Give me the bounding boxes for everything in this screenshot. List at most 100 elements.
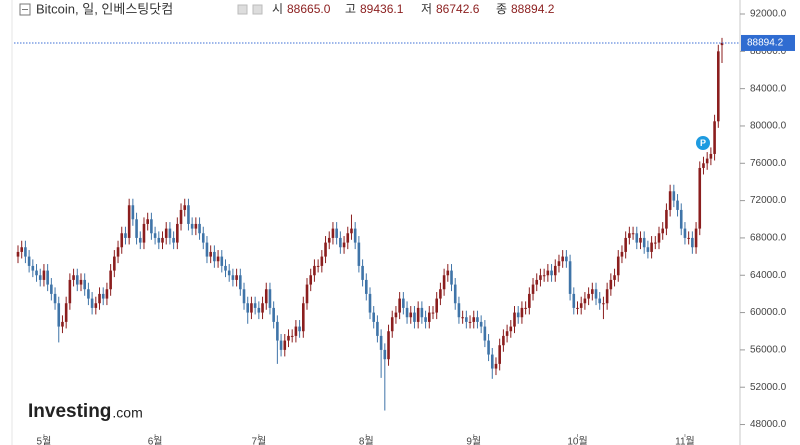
candle-body — [339, 237, 342, 248]
candle-body — [239, 275, 242, 290]
candle-body — [646, 247, 650, 252]
candle-body — [268, 289, 272, 308]
candle-body — [327, 237, 331, 243]
y-tick-label: 48000.0 — [750, 419, 787, 430]
candle-body — [505, 331, 509, 336]
candle-body — [628, 233, 631, 238]
candle-body — [213, 251, 216, 262]
candle-body — [502, 335, 505, 346]
candle-body — [31, 265, 35, 271]
brand-logo-suffix: .com — [112, 405, 142, 421]
event-marker-label: P — [700, 138, 706, 148]
candle-body — [705, 158, 709, 164]
candle-body — [138, 237, 142, 243]
candle-body — [635, 233, 639, 243]
candle-body — [720, 42, 724, 46]
y-tick-label: 64000.0 — [750, 270, 787, 281]
candle-body — [79, 279, 83, 285]
header-value: 86742.6 — [436, 2, 480, 16]
y-tick-label: 68000.0 — [750, 233, 787, 244]
candle-body — [424, 317, 427, 322]
candle-body — [87, 289, 90, 299]
x-tick-label: 8월 — [359, 436, 374, 445]
candle-body — [190, 223, 194, 229]
candle-body — [298, 326, 301, 332]
candle-body — [305, 284, 309, 304]
candle-body — [127, 205, 131, 238]
candle-body — [361, 265, 364, 280]
candle-body — [398, 298, 401, 313]
close-icon[interactable] — [252, 4, 263, 15]
candle-body — [439, 289, 442, 299]
collapse-icon[interactable] — [19, 3, 31, 16]
y-tick-label: 84000.0 — [750, 83, 787, 94]
candle-body — [27, 256, 31, 266]
candle-body — [279, 340, 283, 350]
candle-body — [209, 251, 212, 257]
candle-body — [342, 242, 346, 248]
chart-title: Bitcoin, 일, 인베스팅닷컴 — [36, 1, 173, 16]
candle-body — [227, 270, 231, 276]
y-tick-label: 88000.0 — [750, 46, 787, 57]
candle-body — [465, 317, 468, 322]
candle-body — [161, 237, 164, 243]
candle-body — [668, 191, 672, 210]
candle-body — [616, 256, 620, 276]
candle-body — [457, 303, 461, 318]
candle-body — [283, 340, 287, 350]
candle-body — [302, 303, 305, 332]
candle-body — [383, 349, 387, 360]
candle-body — [276, 321, 279, 341]
candle-body — [168, 228, 172, 238]
candle-body — [579, 303, 583, 308]
candle-body — [68, 279, 72, 304]
candle-body — [253, 303, 257, 308]
candle-body — [394, 312, 398, 318]
candle-body — [46, 270, 49, 285]
candle-body — [665, 209, 668, 229]
candle-body — [631, 233, 635, 235]
candle-body — [235, 275, 238, 280]
candle-body — [431, 312, 435, 314]
candle-body — [176, 223, 179, 243]
candle-body — [309, 275, 313, 285]
candle-body — [568, 261, 572, 294]
candle-body — [409, 312, 413, 318]
candle-body — [672, 191, 676, 201]
candle-body — [205, 242, 209, 257]
header-label: 시 — [272, 2, 283, 16]
candle-body — [539, 275, 542, 280]
candle-body — [516, 312, 520, 318]
candle-body — [713, 121, 716, 154]
candle-body — [642, 237, 646, 248]
brand-logo: Investing — [28, 401, 111, 422]
candle-body — [335, 228, 338, 238]
header-value: 88665.0 — [287, 2, 331, 16]
candle-body — [420, 307, 424, 318]
candle-body — [476, 317, 479, 322]
candle-body — [242, 289, 246, 304]
candle-body — [272, 307, 275, 322]
candle-body — [142, 223, 146, 243]
candle-body — [153, 233, 157, 238]
y-tick-label: 56000.0 — [750, 345, 787, 356]
candle-body — [290, 335, 294, 337]
settings-icon[interactable] — [237, 4, 248, 15]
candle-body — [246, 303, 250, 313]
candle-body — [157, 237, 161, 243]
candle-body — [98, 293, 101, 304]
candle-body — [657, 233, 661, 243]
event-marker[interactable] — [696, 136, 710, 150]
candle-body — [220, 256, 224, 266]
candle-body — [387, 331, 390, 360]
candle-body — [376, 321, 379, 336]
candle-body — [402, 298, 405, 308]
candle-body — [131, 205, 135, 220]
header-label: 고 — [345, 2, 356, 16]
candle-body — [479, 321, 483, 327]
candle-body — [661, 228, 665, 234]
y-tick-label: 76000.0 — [750, 158, 787, 169]
candle-body — [179, 209, 183, 224]
